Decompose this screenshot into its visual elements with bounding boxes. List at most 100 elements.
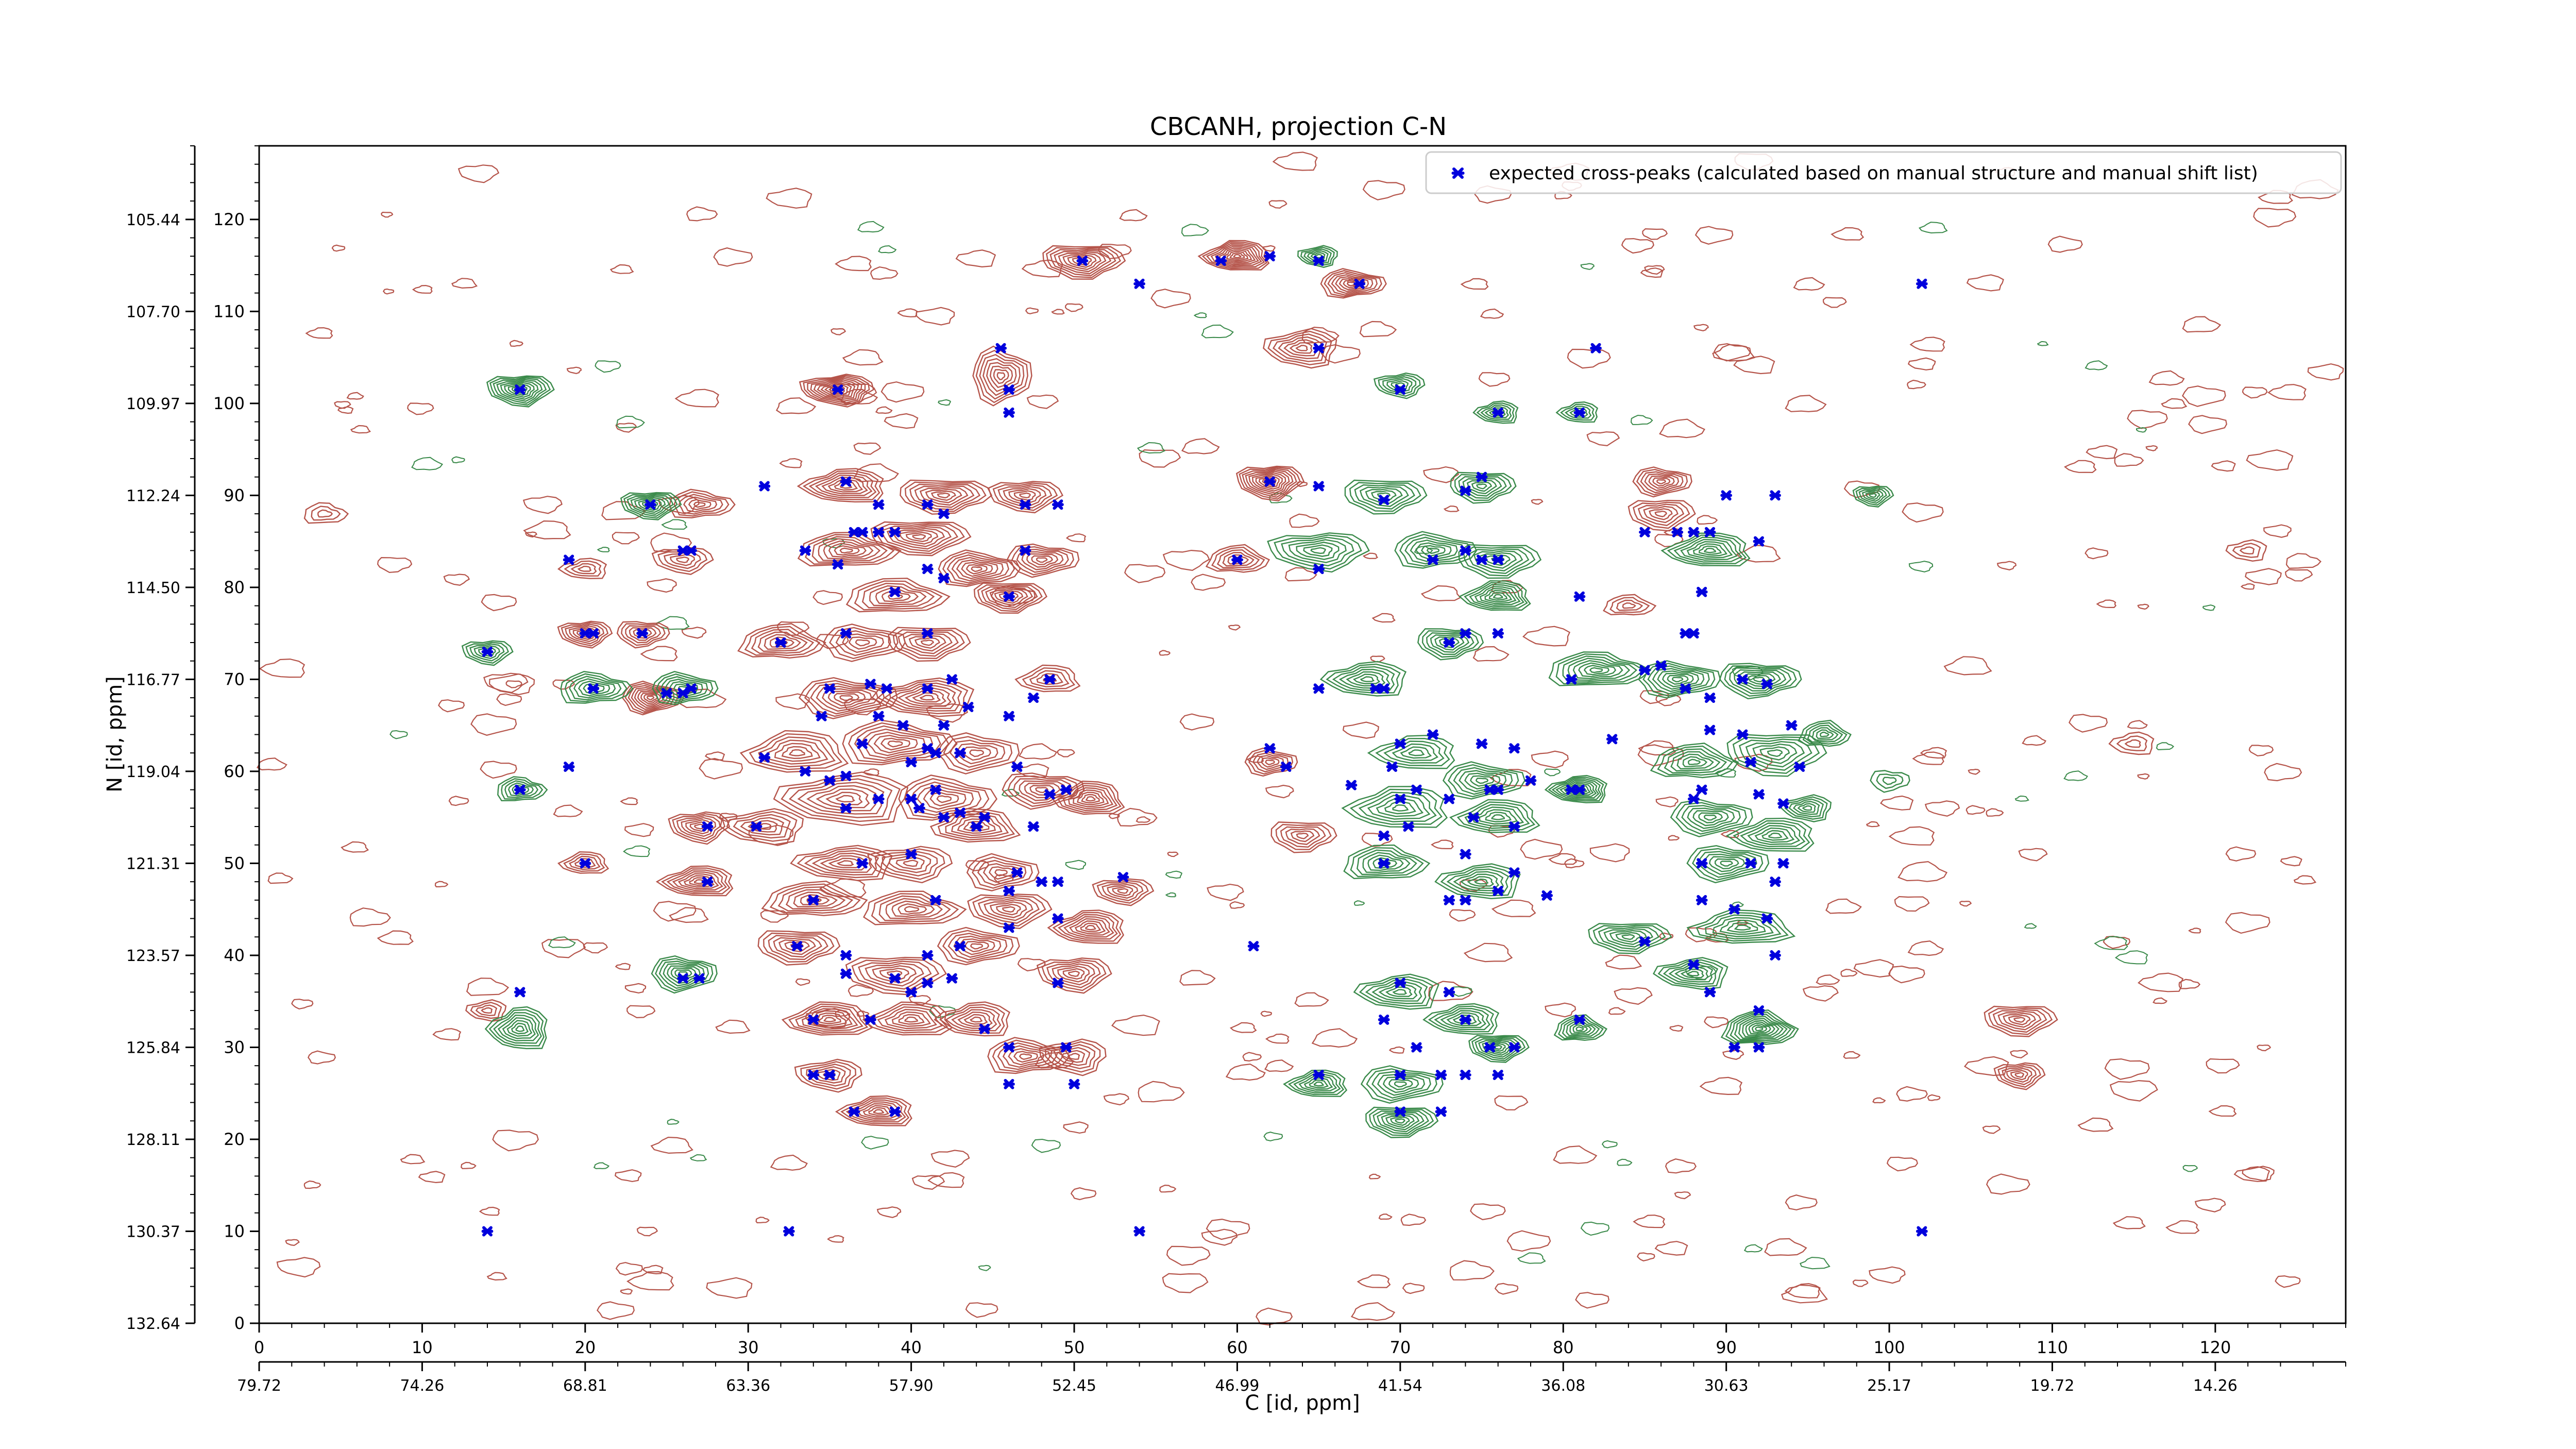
positive-peak-contour (994, 590, 1024, 604)
noise-contour-negative (689, 1154, 707, 1161)
positive-peak-contour (1036, 557, 1048, 563)
noise-contour (1311, 1028, 1358, 1048)
positive-peak-contour (1289, 342, 1313, 354)
x-tick-label: 60 (1227, 1338, 1248, 1357)
negative-peak-contour (1657, 959, 1723, 988)
expected-peak-marker (587, 628, 600, 639)
x-ppm-tick-label: 46.99 (1215, 1377, 1259, 1395)
x-ppm-tick-label: 25.17 (1867, 1377, 1911, 1395)
noise-contour (466, 978, 510, 996)
positive-peak-contour (951, 557, 1004, 582)
noise-contour (1982, 1125, 2001, 1134)
negative-peak-contour (1733, 820, 1810, 850)
negative-peak-contour (1730, 1014, 1792, 1042)
positive-peak-contour (795, 1005, 863, 1032)
expected-peak-marker (807, 1014, 820, 1025)
expected-peak-marker (1687, 794, 1700, 804)
noise-contour (1449, 909, 1476, 922)
expected-peak-marker (1639, 527, 1651, 537)
positive-peak-contour (1080, 922, 1101, 933)
noise-contour (505, 680, 522, 688)
noise-contour (509, 340, 523, 347)
positive-peak-contour (572, 627, 597, 641)
negative-peak-contour (1858, 488, 1887, 504)
negative-peak-contour (1319, 661, 1407, 697)
positive-peak-contour (891, 1011, 931, 1027)
negative-peak-contour (1404, 536, 1464, 565)
positive-peak-contour (621, 623, 666, 646)
negative-peak-contour (1869, 493, 1877, 498)
positive-peak-contour (891, 900, 935, 917)
positive-peak-contour (822, 688, 872, 710)
negative-peak-contour (1303, 1077, 1333, 1090)
noise-contour (2257, 1044, 2272, 1052)
negative-peak-contour (1686, 541, 1733, 559)
negative-peak-contour (497, 776, 548, 802)
negative-peak-contour (1725, 817, 1815, 852)
negative-peak-contour (1408, 749, 1425, 756)
negative-peak-contour (1359, 976, 1434, 1007)
negative-peak-contour (1360, 676, 1375, 682)
positive-peak-contour (897, 687, 952, 707)
noise-contour (1986, 808, 2004, 817)
expected-peak-marker (1313, 683, 1325, 694)
noise-contour (1138, 1081, 1185, 1103)
expected-peak-marker (1003, 1079, 1015, 1089)
negative-peak-contour (1395, 1118, 1405, 1124)
negative-peak-contour (496, 379, 543, 402)
expected-peak-marker (1133, 278, 1145, 289)
positive-peak-contour (655, 865, 734, 897)
expected-peak-marker (1785, 720, 1798, 731)
negative-peak-contour (1428, 1005, 1495, 1033)
y-tick-label: 120 (213, 210, 245, 229)
positive-peak-contour (1992, 1009, 2047, 1033)
positive-peak-contour (737, 623, 826, 659)
noise-contour (443, 574, 470, 586)
positive-peak-contour (1046, 961, 1101, 988)
negative-peak-contour (511, 1022, 529, 1035)
positive-peak-contour (903, 860, 919, 867)
expected-peak-marker (921, 683, 934, 694)
positive-peak-contour (870, 521, 972, 557)
noise-contour (1894, 896, 1930, 912)
noise-contour (1966, 274, 2004, 292)
negative-peak-contour (1362, 852, 1411, 873)
noise-contour (615, 963, 631, 970)
positive-peak-contour (794, 1058, 862, 1093)
noise-contour (2194, 1198, 2226, 1212)
noise-contour (1694, 226, 1734, 245)
negative-peak-contour (1792, 801, 1820, 815)
expected-peak-marker (587, 683, 600, 694)
noise-contour (522, 496, 563, 514)
x-tick-label: 80 (1553, 1338, 1574, 1357)
negative-peak-contour (1615, 932, 1641, 943)
negative-peak-contour (1544, 774, 1608, 803)
positive-peak-contour (996, 372, 1006, 380)
expected-peak-marker (1492, 885, 1504, 896)
noise-contour (1822, 297, 1847, 308)
noise-contour (1460, 278, 1489, 290)
expected-peak-marker (889, 527, 901, 537)
positive-peak-contour (923, 788, 967, 810)
noise-contour (626, 1271, 674, 1291)
positive-peak-contour (800, 894, 830, 905)
expected-peak-marker (938, 720, 950, 731)
positive-peak-contour (820, 382, 852, 396)
positive-peak-contour (790, 845, 893, 881)
noise-contour (1888, 826, 1935, 846)
negative-peak-contour (1430, 634, 1470, 653)
noise-contour-negative (1181, 224, 1209, 237)
noise-contour (2148, 370, 2185, 386)
noise-contour (1567, 348, 1611, 369)
negative-peak-contour (1467, 876, 1495, 887)
noise-contour (1924, 800, 1960, 817)
expected-peak-marker (758, 481, 771, 492)
negative-peak-contour (1471, 481, 1493, 492)
positive-peak-contour (1637, 503, 1685, 526)
noise-contour (583, 942, 608, 954)
noise-contour-negative (597, 547, 610, 552)
expected-peak-marker (1427, 729, 1439, 740)
noise-contour (775, 693, 810, 710)
positive-peak-contour (842, 633, 885, 653)
x-ppm-tick-label: 63.36 (726, 1377, 770, 1395)
